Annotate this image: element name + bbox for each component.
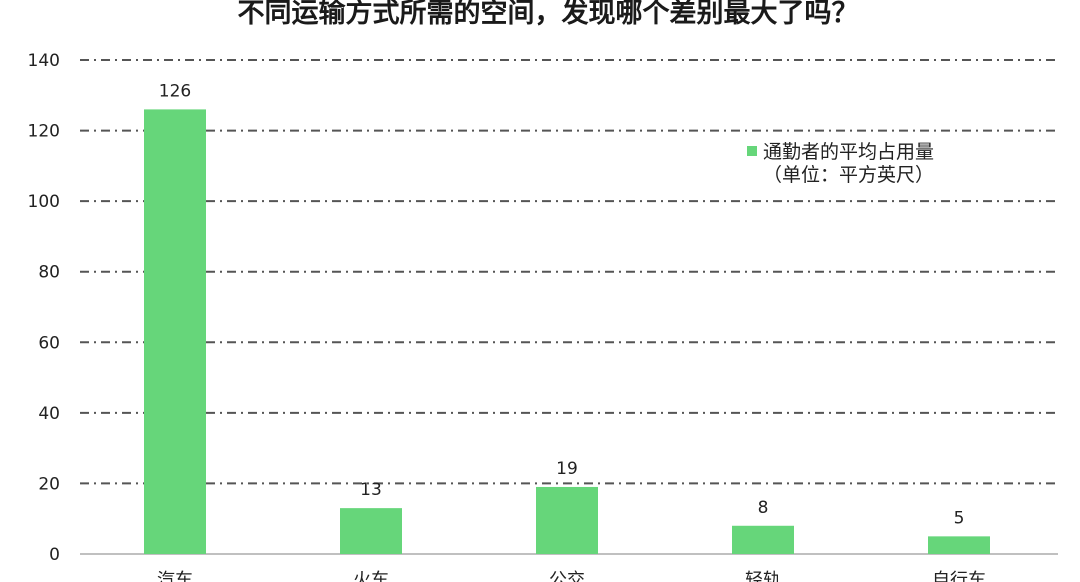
- bar: [144, 109, 206, 555]
- x-axis-labels: 汽车 火车 公交 轻轨 自行车: [157, 570, 986, 582]
- bars: [144, 109, 990, 555]
- bar: [928, 536, 990, 554]
- y-tick-label: 100: [28, 192, 60, 212]
- x-tick-label: 火车: [353, 570, 389, 582]
- data-labels: 126 13 19 8 5: [159, 81, 965, 528]
- y-tick-label: 120: [28, 122, 60, 142]
- legend-background: [728, 132, 990, 194]
- y-tick-label: 60: [38, 333, 60, 353]
- legend-swatch: [747, 146, 757, 156]
- legend-label-line1: 通勤者的平均占用量: [763, 141, 934, 163]
- data-label: 126: [159, 81, 191, 101]
- data-label: 13: [360, 480, 382, 500]
- bar: [340, 508, 402, 554]
- chart-title: 不同运输方式所需的空间，发现哪个差别最大了吗？: [238, 0, 859, 29]
- bar: [732, 525, 794, 554]
- gridlines: [80, 59, 1058, 555]
- x-tick-label: 轻轨: [745, 570, 781, 582]
- x-tick-label: 公交: [549, 570, 585, 582]
- y-tick-label: 20: [38, 474, 60, 494]
- y-tick-label: 80: [38, 263, 60, 283]
- x-tick-label: 自行车: [932, 570, 986, 582]
- data-label: 5: [954, 508, 965, 528]
- y-tick-label: 0: [49, 545, 60, 565]
- y-tick-label: 40: [38, 404, 60, 424]
- y-tick-label: 140: [28, 51, 60, 71]
- legend: 通勤者的平均占用量 （单位：平方英尺）: [728, 132, 990, 194]
- y-axis-ticks: 0 20 40 60 80 100 120 140: [28, 51, 60, 565]
- legend-label-line2: （单位：平方英尺）: [763, 164, 934, 186]
- bar: [536, 486, 598, 554]
- data-label: 19: [556, 459, 578, 479]
- x-tick-label: 汽车: [157, 570, 193, 582]
- data-label: 8: [758, 498, 769, 518]
